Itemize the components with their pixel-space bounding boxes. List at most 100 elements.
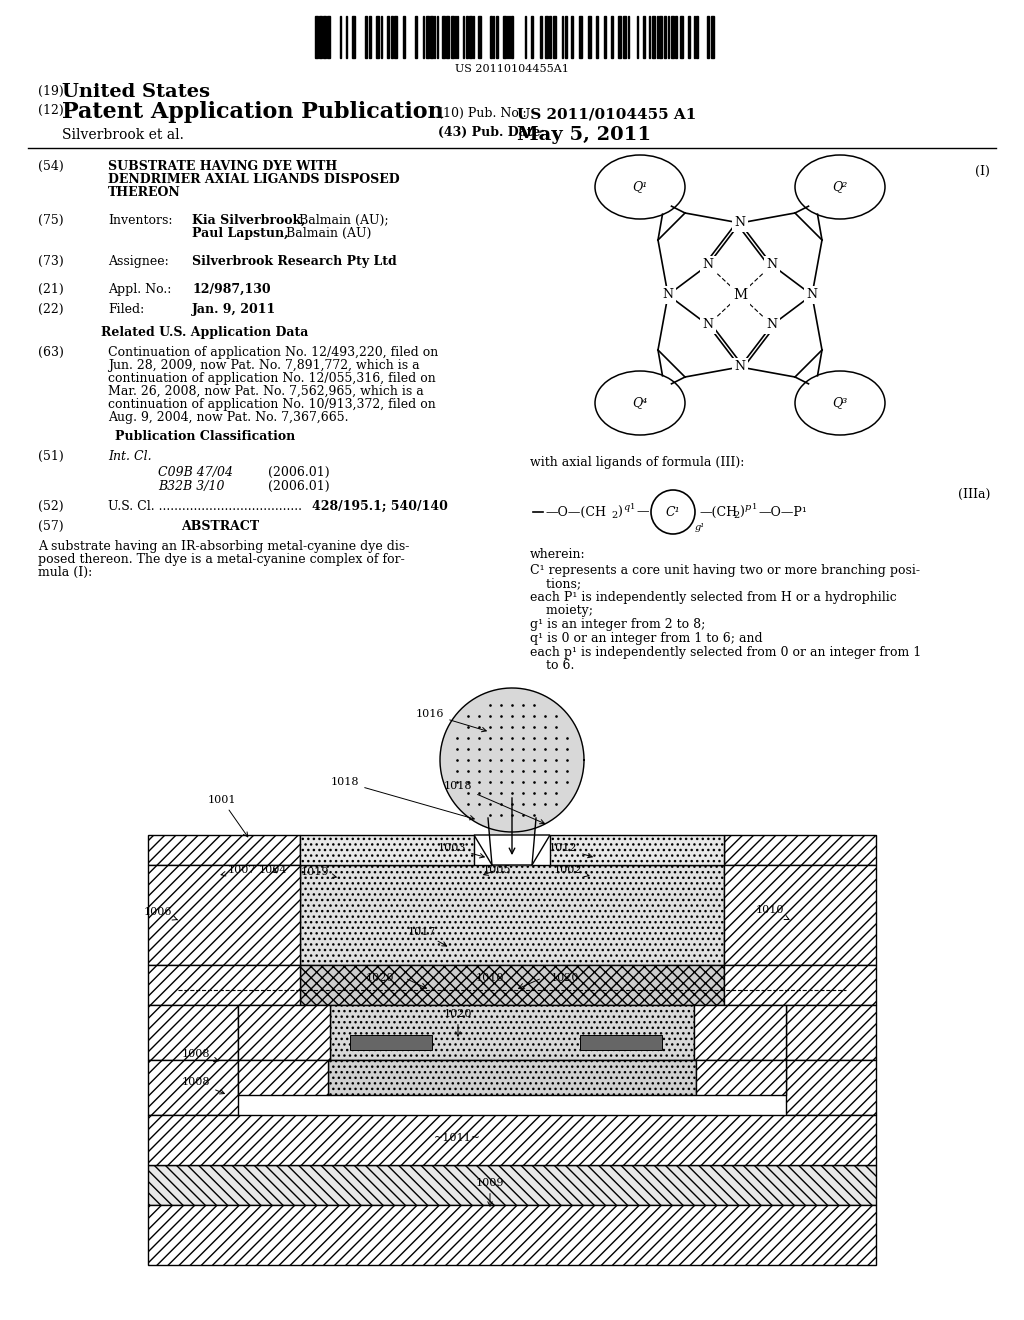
Text: C¹: C¹ [666, 506, 680, 519]
Bar [376, 16, 379, 58]
Text: 1007: 1007 [221, 865, 256, 876]
Text: —O—(CH: —O—(CH [545, 506, 606, 519]
Bar [426, 16, 429, 58]
Polygon shape [440, 688, 584, 832]
Bar [490, 16, 492, 58]
Text: Mar. 26, 2008, now Pat. No. 7,562,965, which is a: Mar. 26, 2008, now Pat. No. 7,562,965, w… [108, 385, 424, 399]
Text: N: N [767, 318, 777, 331]
Text: US 2011/0104455 A1: US 2011/0104455 A1 [517, 107, 696, 121]
Text: (2006.01): (2006.01) [268, 466, 330, 479]
Polygon shape [474, 836, 550, 865]
Text: U.S. Cl. .....................................: U.S. Cl. ...............................… [108, 500, 302, 513]
Bar [403, 16, 406, 58]
Bar [604, 16, 606, 58]
Text: Aug. 9, 2004, now Pat. No. 7,367,665.: Aug. 9, 2004, now Pat. No. 7,367,665. [108, 411, 348, 424]
Text: 1017: 1017 [408, 927, 446, 946]
Bar [391, 16, 393, 58]
Text: Patent Application Publication: Patent Application Publication [62, 102, 443, 123]
Text: N: N [702, 318, 714, 331]
Bar [148, 1205, 876, 1265]
Bar [580, 1035, 662, 1049]
Text: (63): (63) [38, 346, 63, 359]
Text: each P¹ is independently selected from H or a hydrophilic: each P¹ is independently selected from H… [530, 591, 897, 605]
Text: q: q [623, 503, 630, 511]
Text: SUBSTRATE HAVING DYE WITH: SUBSTRATE HAVING DYE WITH [108, 160, 337, 173]
Bar [148, 1005, 238, 1060]
Text: 1020: 1020 [443, 1008, 472, 1036]
Bar [469, 16, 472, 58]
Bar [503, 16, 506, 58]
Text: 1005: 1005 [482, 865, 511, 875]
Bar [511, 16, 513, 58]
Bar [664, 16, 666, 58]
Text: Appl. No.:: Appl. No.: [108, 282, 171, 296]
Bar [148, 865, 300, 965]
Text: N: N [734, 216, 745, 230]
Text: —: — [636, 506, 648, 519]
Bar [328, 1060, 696, 1096]
Text: 1016: 1016 [416, 709, 486, 731]
Bar [671, 16, 674, 58]
Bar [300, 836, 474, 865]
Text: 1009: 1009 [476, 1177, 504, 1206]
Text: 1012: 1012 [549, 843, 592, 858]
Bar [643, 16, 645, 58]
Text: M: M [733, 288, 748, 302]
Text: (22): (22) [38, 304, 63, 315]
Text: Inventors:: Inventors: [108, 214, 172, 227]
Text: N: N [702, 259, 714, 272]
Text: wherein:: wherein: [530, 548, 586, 561]
Text: tions;: tions; [530, 577, 582, 590]
Bar [327, 16, 330, 58]
Text: May 5, 2011: May 5, 2011 [517, 125, 651, 144]
Text: A substrate having an IR-absorbing metal-cyanine dye dis-: A substrate having an IR-absorbing metal… [38, 540, 410, 553]
Bar [300, 865, 724, 965]
Text: 1: 1 [752, 503, 758, 511]
Text: Assignee:: Assignee: [108, 255, 169, 268]
Text: N: N [807, 289, 817, 301]
Text: —O—P¹: —O—P¹ [758, 506, 807, 519]
Text: THEREON: THEREON [108, 186, 181, 199]
Text: 428/195.1; 540/140: 428/195.1; 540/140 [312, 500, 447, 513]
Text: Related U.S. Application Data: Related U.S. Application Data [101, 326, 308, 339]
Bar [696, 16, 698, 58]
Bar [611, 16, 613, 58]
Text: continuation of application No. 10/913,372, filed on: continuation of application No. 10/913,3… [108, 399, 436, 411]
Text: 1002: 1002 [554, 865, 589, 876]
Text: 1010: 1010 [756, 906, 790, 920]
Text: 1004: 1004 [259, 865, 288, 875]
Bar [496, 16, 498, 58]
Text: Balmain (AU): Balmain (AU) [282, 227, 372, 240]
Bar [652, 16, 655, 58]
Text: 1006: 1006 [143, 907, 177, 920]
Text: 1020: 1020 [366, 973, 394, 983]
Text: to 6.: to 6. [530, 659, 574, 672]
Text: C¹ represents a core unit having two or more branching posi-: C¹ represents a core unit having two or … [530, 564, 920, 577]
Bar [369, 16, 371, 58]
Bar [148, 685, 876, 1295]
Bar [350, 1035, 432, 1049]
Bar [148, 965, 300, 1005]
Bar [694, 1005, 786, 1060]
Bar [596, 16, 598, 58]
Text: (54): (54) [38, 160, 63, 173]
Text: Q¹: Q¹ [633, 181, 647, 194]
Text: United States: United States [62, 83, 210, 102]
Text: —(CH: —(CH [699, 506, 737, 519]
Bar [430, 16, 433, 58]
Text: 1: 1 [630, 503, 635, 511]
Text: N: N [767, 259, 777, 272]
Text: each p¹ is independently selected from 0 or an integer from 1: each p¹ is independently selected from 0… [530, 645, 922, 659]
Text: 1003: 1003 [437, 843, 484, 858]
Bar [540, 16, 542, 58]
Text: mula (I):: mula (I): [38, 566, 92, 579]
Bar [571, 16, 573, 58]
Bar [330, 1005, 694, 1060]
Text: g¹: g¹ [695, 524, 706, 532]
Bar [300, 965, 724, 1005]
Bar [579, 16, 582, 58]
Bar [565, 16, 567, 58]
Text: 12/987,130: 12/987,130 [193, 282, 270, 296]
Bar [352, 16, 355, 58]
Bar [148, 1115, 876, 1166]
